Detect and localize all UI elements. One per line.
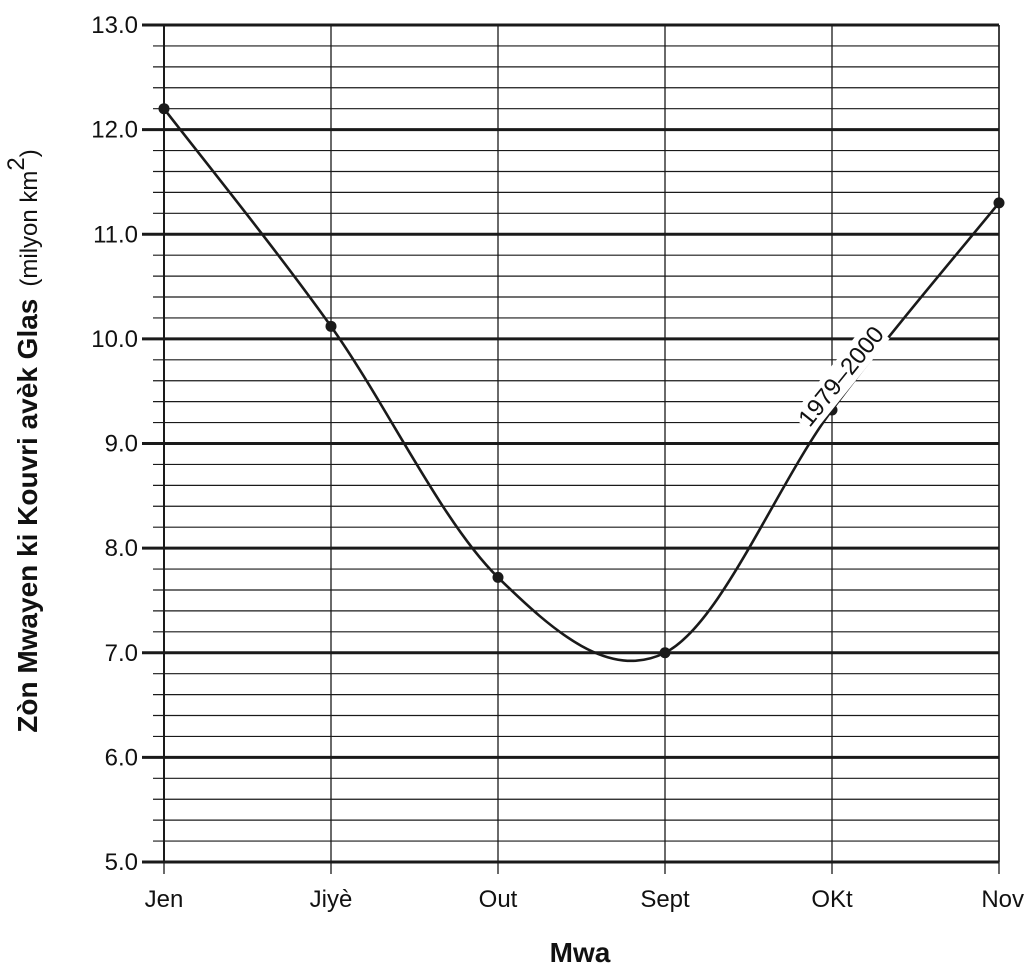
y-tick-label: 10.0 [91, 326, 138, 353]
data-point [158, 103, 170, 115]
x-tick-label: OKt [811, 886, 853, 913]
y-tick-label: 6.0 [105, 744, 138, 771]
data-point [659, 647, 671, 659]
x-tick-label: Jen [145, 886, 184, 913]
series-line [162, 107, 1001, 663]
y-axis-title: Zòn Mwayen ki Kouvri avèk Glas (milyon km… [3, 149, 44, 733]
data-point [492, 571, 504, 583]
grid-layer [142, 23, 1000, 874]
x-tick-label: Out [479, 886, 518, 913]
y-axis-title-unit-sup: 2 [3, 157, 30, 170]
y-tick-label: 13.0 [91, 12, 138, 39]
y-tick-label: 12.0 [91, 117, 138, 144]
y-tick-label: 8.0 [105, 535, 138, 562]
x-tick-label: Jiyè [310, 886, 353, 913]
series-layer [158, 103, 1005, 663]
y-axis-title-main: Zòn Mwayen ki Kouvri avèk Glas [12, 299, 43, 733]
data-point [325, 320, 337, 332]
data-point [993, 197, 1005, 209]
x-axis-title: Mwa [550, 937, 611, 968]
series-label-background [791, 320, 890, 434]
y-tick-label: 7.0 [105, 640, 138, 667]
y-tick-label: 9.0 [105, 431, 138, 458]
x-tick-label: Sept [640, 886, 690, 913]
x-tick-label: Nov [981, 886, 1024, 913]
y-axis-title-unit: (milyon km [16, 171, 43, 287]
axis-layer [163, 25, 1000, 862]
y-tick-label: 11.0 [93, 221, 138, 248]
y-tick-label: 5.0 [105, 849, 138, 876]
y-axis-title-unit-close: ) [16, 149, 43, 157]
